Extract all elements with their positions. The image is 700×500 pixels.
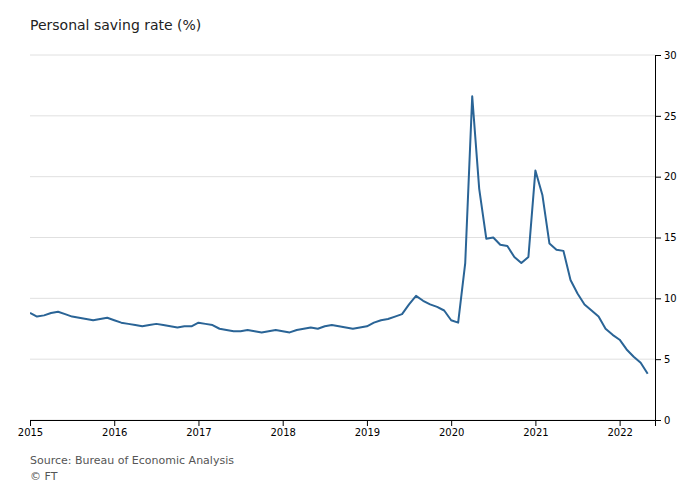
tick-label: 2022 (607, 427, 632, 438)
tick-mark (283, 420, 284, 426)
tick: 0 (655, 415, 670, 426)
annotation: Source: Bureau of Economic Analysis (30, 454, 234, 467)
tick-mark (655, 238, 661, 239)
tick: 5 (655, 354, 670, 365)
tick-mark (30, 420, 31, 426)
tick-label: 2021 (523, 427, 548, 438)
tick-label: 2020 (439, 427, 464, 438)
tick-mark (198, 420, 199, 426)
grid-line (30, 176, 655, 177)
tick: 2022 (607, 420, 632, 438)
tick-mark (535, 420, 536, 426)
tick-label: 15 (664, 232, 677, 243)
tick-label: 25 (664, 111, 677, 122)
axis-line (31, 421, 656, 427)
tick-mark (655, 55, 661, 56)
tick-label: 30 (664, 50, 677, 61)
tick: 15 (655, 232, 677, 243)
tick: 2021 (523, 420, 548, 438)
tick-label: 2016 (102, 427, 127, 438)
tick-mark (620, 420, 621, 426)
tick-label: 5 (664, 354, 670, 365)
tick-label: 10 (664, 293, 677, 304)
line (30, 96, 648, 373)
tick: 2019 (355, 420, 380, 438)
tick-label: 20 (664, 171, 677, 182)
x-axis: 2015 2016 2017 2018 2019 2020 2021 2022 (18, 420, 656, 438)
tick-mark (655, 359, 661, 360)
grid-line (30, 298, 655, 299)
tick-mark (114, 420, 115, 426)
tick: 2018 (270, 420, 295, 438)
tick: 10 (655, 293, 677, 304)
grid-line (30, 55, 655, 56)
tick-label: 0 (664, 415, 670, 426)
marks (30, 96, 648, 373)
tick: 30 (655, 50, 677, 61)
axis-line (656, 56, 662, 421)
tick-mark (655, 298, 661, 299)
tick: 2017 (186, 420, 211, 438)
chart: 0 5 10 15 20 25 30 2015 2016 2017 2018 2019 2020 2021… (0, 0, 700, 500)
tick-label: 2017 (186, 427, 211, 438)
tick-mark (655, 177, 661, 178)
grid-line (30, 115, 655, 116)
tick-label: 2018 (270, 427, 295, 438)
title: Personal saving rate (%) (30, 17, 201, 33)
y-axis: 0 5 10 15 20 25 30 (655, 50, 677, 426)
tick-mark (367, 420, 368, 426)
annotation: © FT (30, 470, 58, 483)
grid-line (30, 359, 655, 360)
tick: 2015 (18, 420, 43, 438)
tick-mark (655, 116, 661, 117)
tick: 2020 (439, 420, 464, 438)
tick: 25 (655, 111, 677, 122)
grid-line (30, 237, 655, 238)
plot: 0 5 10 15 20 25 30 2015 2016 2017 2018 2019 2020 2021… (18, 50, 677, 438)
tick-mark (451, 420, 452, 426)
grid (30, 55, 655, 420)
tick: 20 (655, 171, 677, 182)
tick-label: 2015 (18, 427, 43, 438)
tick: 2016 (102, 420, 127, 438)
tick-label: 2019 (355, 427, 380, 438)
